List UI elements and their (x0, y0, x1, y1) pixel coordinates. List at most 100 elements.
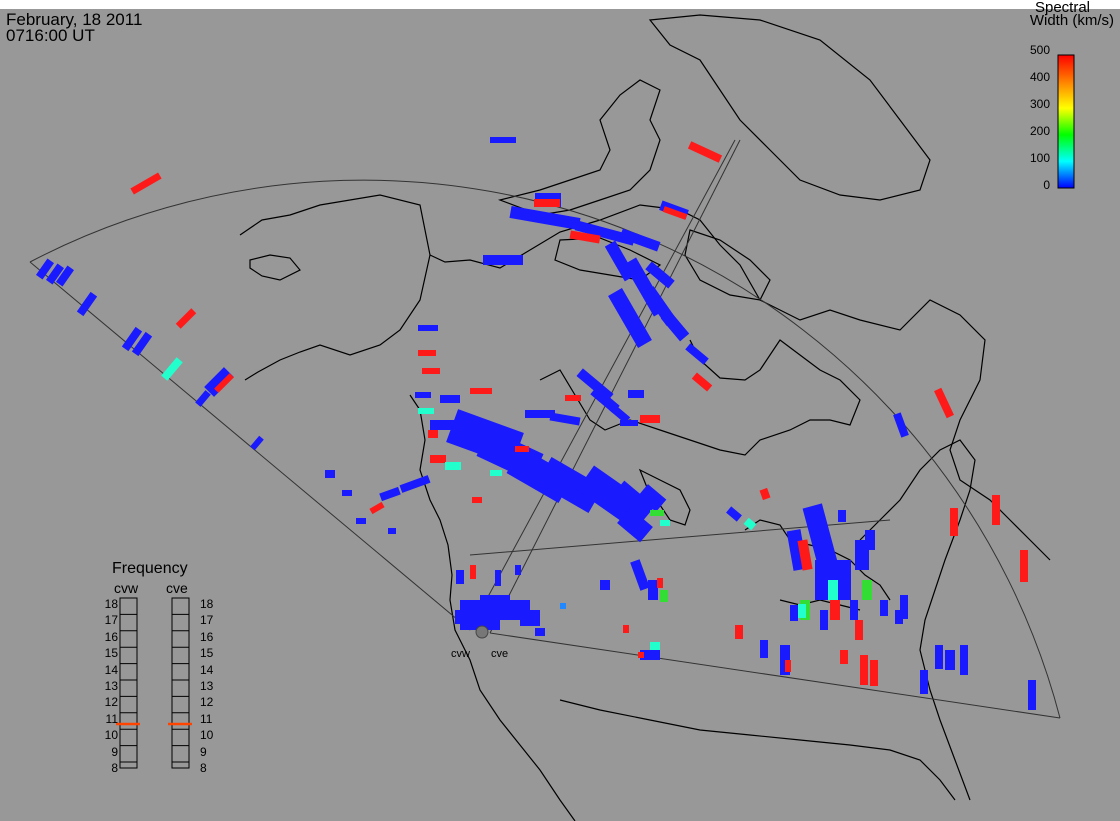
scatter-cell (785, 660, 791, 672)
scatter-cell (609, 404, 631, 424)
scatter-cell (630, 559, 650, 591)
scatter-cell (620, 420, 638, 426)
scatter-cell (835, 560, 851, 600)
scatter-cell (369, 501, 385, 515)
scatter-cell (870, 660, 878, 686)
scatter-cell (650, 642, 660, 650)
scatter-cell (685, 343, 709, 365)
scatter-cell (470, 388, 492, 394)
scatter-cell (470, 565, 476, 579)
scatter-cell (428, 430, 438, 438)
frequency-grid-lines (120, 613, 189, 763)
frequency-bar-cve (171, 597, 190, 769)
scatter-cell (483, 255, 523, 265)
scatter-cell (604, 240, 636, 282)
scatter-cell (534, 199, 560, 207)
frequency-scale-label: 17 (104, 613, 118, 628)
frequency-scale-label: 10 (200, 728, 214, 743)
scatter-cell (456, 570, 464, 584)
scatter-cell (1020, 550, 1028, 582)
scatter-cell (802, 503, 838, 567)
scatter-cell (565, 395, 581, 401)
time-label: 0716:00 UT (6, 26, 95, 45)
frequency-scale-label: 11 (200, 711, 213, 726)
frequency-scale-label: 18 (200, 597, 214, 611)
scatter-cell (490, 137, 516, 143)
scatter-cell (657, 578, 663, 588)
scatter-cell (356, 518, 366, 524)
scatter-cell (820, 610, 828, 630)
frequency-scale-label: 17 (200, 613, 214, 628)
scatter-cell (855, 620, 863, 640)
scatter-cell (760, 640, 768, 658)
scatter-cell (204, 367, 234, 397)
scatter-cell (660, 590, 668, 602)
scatter-cell (472, 497, 482, 503)
scatter-cell (628, 390, 644, 398)
scatter-cell (549, 412, 581, 426)
frequency-scale-label: 11 (105, 711, 118, 726)
frequency-scale-label: 9 (200, 744, 207, 759)
scatter-cell (515, 565, 521, 575)
scatter-cell (830, 600, 840, 620)
scatter-cell (440, 395, 460, 403)
scatter-cell (840, 650, 848, 664)
frequency-scale-label: 18 (104, 597, 118, 611)
radar-label-cve: cve (491, 648, 509, 660)
scatter-cell (660, 310, 690, 342)
scatter-cell (45, 263, 65, 285)
radar-label-cvw: cvw (451, 648, 470, 660)
frequency-scale-label: 14 (104, 662, 118, 677)
scatter-cell (574, 220, 636, 246)
scatter-cell (600, 580, 610, 590)
frequency-scale (119, 597, 190, 769)
frequency-scale-label: 14 (200, 662, 214, 677)
scatter-cell (691, 372, 713, 392)
radar-site-marker (475, 625, 489, 639)
scatter-cell (640, 415, 660, 423)
scatter-cell (590, 386, 620, 414)
scatter-cell (418, 408, 434, 414)
frequency-scale-label: 8 (111, 761, 118, 775)
scatter-cell (342, 490, 352, 496)
frequency-scale-label: 16 (104, 629, 118, 644)
scatter-cell (662, 206, 688, 220)
scatter-cell (76, 291, 98, 317)
scatter-cell (569, 230, 601, 244)
scatter-cell (865, 530, 875, 550)
scatter-cell (430, 455, 446, 463)
frequency-scale-label: 15 (104, 646, 118, 661)
scatter-cell (950, 508, 958, 536)
scatter-cell (797, 539, 813, 571)
scatter-cell (900, 595, 908, 619)
frequency-radar-label: cvw (114, 580, 139, 596)
scatter-cell (619, 228, 661, 252)
scatter-cells (35, 137, 1036, 710)
scatter-cell (495, 570, 501, 586)
scatter-cell (828, 580, 838, 600)
scatter-cell (850, 600, 858, 620)
colorbar (1057, 54, 1075, 189)
scatter-cell (838, 510, 846, 522)
colorbar-tick: 300 (1029, 97, 1050, 111)
scatter-cell (893, 412, 909, 438)
scatter-cell (920, 670, 928, 694)
scatter-cell (638, 652, 644, 658)
scatter-cell (422, 368, 440, 374)
scatter-cell (1028, 680, 1036, 710)
scatter-cell (535, 628, 545, 636)
frequency-title: Frequency (112, 560, 188, 577)
frequency-scale-label: 12 (200, 695, 214, 710)
frequency-scale-label: 9 (111, 744, 118, 759)
scatter-cell (175, 308, 197, 329)
colorbar-tick: 400 (1029, 70, 1050, 84)
frequency-scale-label: 12 (104, 695, 118, 710)
scatter-cell (992, 495, 1000, 525)
colorbar-tick: 200 (1029, 124, 1050, 138)
scatter-cell (650, 510, 664, 516)
scatter-cell (687, 141, 723, 163)
colorbar-title-line2: Width (km/s) (1029, 12, 1114, 29)
frequency-scale-label: 15 (200, 646, 214, 661)
scatter-cell (418, 325, 438, 331)
